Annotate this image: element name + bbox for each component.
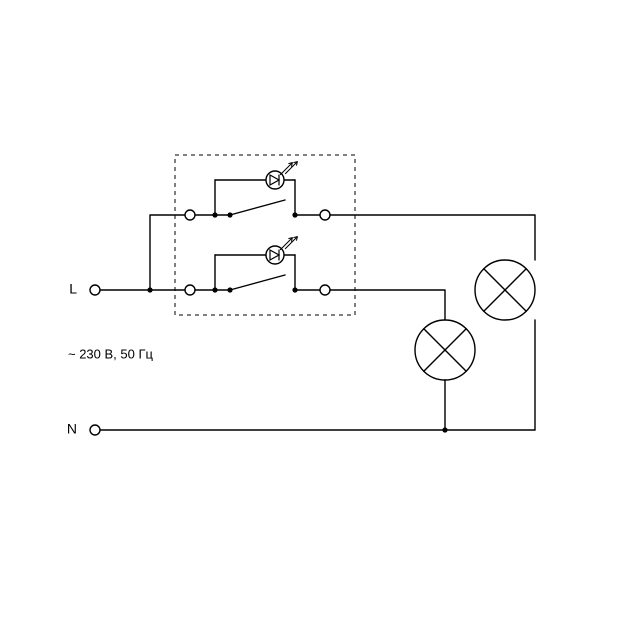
terminal-L [90, 285, 100, 295]
label-N: N [67, 421, 77, 437]
label-L: L [69, 281, 77, 297]
switch-top-blade [230, 200, 285, 215]
switch-bot-blade [230, 275, 285, 290]
supply-label: ~ 230 В, 50 Гц [68, 346, 154, 361]
wire-sw-top-to-lamp-top [330, 215, 535, 260]
terminal-N [90, 425, 100, 435]
